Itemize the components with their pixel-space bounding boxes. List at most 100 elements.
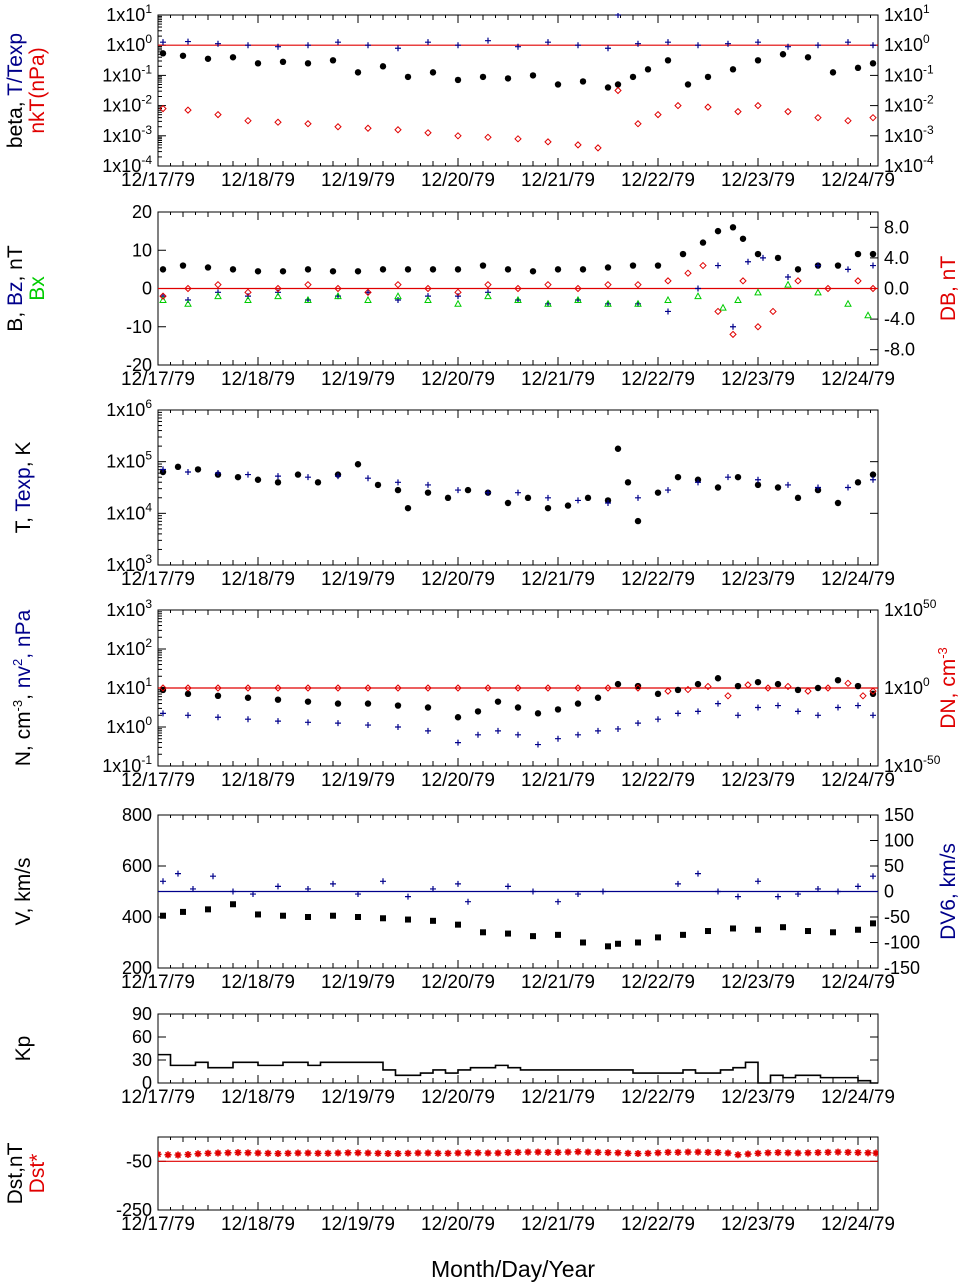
point-DB xyxy=(754,323,762,331)
x-tick-label: 12/22/79 xyxy=(621,972,695,993)
point-N xyxy=(494,698,502,705)
point-Bx xyxy=(544,299,552,307)
point-B xyxy=(279,268,287,275)
point-DN xyxy=(804,687,812,695)
point-T xyxy=(754,481,762,489)
point-DV6 xyxy=(755,878,761,885)
point-B xyxy=(159,266,167,273)
point-DV6 xyxy=(355,891,361,898)
point-N xyxy=(534,710,542,717)
point-Dst xyxy=(774,1149,782,1157)
point-Texp xyxy=(575,497,581,504)
y-tick-label: -250 xyxy=(116,1200,152,1220)
point-B xyxy=(754,250,762,258)
point-beta xyxy=(704,73,712,81)
y-right-tick-label: 1x10-4 xyxy=(884,153,934,176)
y-tick-label: 20 xyxy=(132,202,152,222)
point-Dst xyxy=(344,1149,352,1157)
point-N xyxy=(364,700,372,707)
point-Bx xyxy=(244,295,252,303)
point-Dst xyxy=(624,1149,632,1157)
point-DN xyxy=(394,684,402,692)
point-DN xyxy=(604,684,612,692)
x-tick-label: 12/20/79 xyxy=(421,170,495,191)
x-tick-label: 12/23/79 xyxy=(721,1087,795,1108)
point-Bx xyxy=(734,295,742,303)
point-Dst xyxy=(214,1149,222,1157)
point-nv2 xyxy=(305,719,311,726)
point-beta xyxy=(629,73,637,81)
point-Dst xyxy=(174,1151,182,1159)
point-T xyxy=(624,479,632,486)
point-DN xyxy=(454,684,462,692)
y-tick-label: 1x10-1 xyxy=(102,62,152,85)
y-axis-title-right: DN, cm-3​ xyxy=(935,647,960,729)
x-tick-label: 12/23/79 xyxy=(721,569,795,590)
x-tick-label: 12/24/79 xyxy=(821,170,895,191)
point-TTexp xyxy=(455,42,461,49)
point-Dst xyxy=(544,1148,552,1156)
point-DV6 xyxy=(600,888,606,895)
x-tick-label: 12/24/79 xyxy=(821,569,895,590)
y-right-tick-label: 0.0 xyxy=(884,279,909,299)
point-Dst xyxy=(504,1149,512,1157)
point-nkTnPa xyxy=(674,101,682,110)
point-Dst xyxy=(604,1149,612,1157)
point-Texp xyxy=(160,466,166,473)
y-right-tick-label: 100 xyxy=(884,831,914,851)
point-DB xyxy=(484,280,492,289)
point-N xyxy=(774,680,782,688)
point-Bz xyxy=(760,254,766,261)
point-DV6 xyxy=(715,888,721,895)
point-nkTnPa xyxy=(844,116,852,125)
point-N xyxy=(734,682,742,690)
point-nv2 xyxy=(160,710,166,717)
point-Dst xyxy=(434,1149,442,1157)
point-beta xyxy=(684,81,692,88)
point-Dst xyxy=(444,1149,452,1157)
point-DN xyxy=(274,684,282,692)
point-beta xyxy=(604,84,612,91)
point-DN xyxy=(869,687,877,695)
point-T xyxy=(424,489,432,496)
point-beta xyxy=(754,57,762,64)
point-Dst xyxy=(314,1149,322,1157)
point-nv2 xyxy=(455,739,461,746)
point-V xyxy=(830,929,836,936)
x-tick-label: 12/19/79 xyxy=(321,1214,395,1235)
point-DN xyxy=(304,684,312,692)
point-Bz xyxy=(695,285,701,292)
point-B xyxy=(869,250,877,258)
point-DV6 xyxy=(175,870,181,877)
x-tick-label: 12/23/79 xyxy=(721,1214,795,1235)
point-V xyxy=(870,920,876,927)
point-DN xyxy=(664,687,672,695)
x-tick-label: 12/23/79 xyxy=(721,170,795,191)
point-DB xyxy=(334,284,342,293)
point-V xyxy=(580,939,586,946)
point-N xyxy=(814,684,822,692)
point-beta xyxy=(179,52,187,59)
point-nkTnPa xyxy=(594,144,602,152)
point-DB xyxy=(729,330,737,339)
point-T xyxy=(174,463,182,471)
point-Bz xyxy=(785,274,791,281)
point-DV6 xyxy=(675,880,681,887)
point-T xyxy=(854,479,862,486)
point-Dst xyxy=(664,1148,672,1156)
point-nkTnPa xyxy=(814,113,822,122)
point-DV6 xyxy=(465,898,471,905)
x-tick-label: 12/22/79 xyxy=(621,170,695,191)
point-DB xyxy=(394,280,402,289)
point-Bz xyxy=(395,296,401,303)
point-nv2 xyxy=(815,712,821,719)
point-V xyxy=(655,934,661,941)
y-tick-label: 1x105 xyxy=(106,449,152,472)
point-Dst xyxy=(714,1149,722,1157)
point-B xyxy=(304,266,312,273)
point-Dst xyxy=(684,1148,692,1156)
point-T xyxy=(869,471,877,478)
point-beta xyxy=(404,73,412,81)
point-beta xyxy=(379,63,387,70)
point-nv2 xyxy=(215,714,221,721)
